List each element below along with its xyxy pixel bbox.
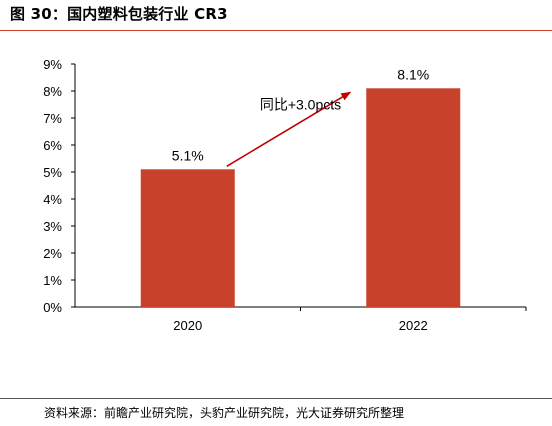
- title-rule: [0, 30, 552, 31]
- y-tick-label: 4%: [43, 192, 62, 207]
- bar: [366, 88, 461, 307]
- source-note: 资料来源：前瞻产业研究院，头豹产业研究院，光大证券研究所整理: [44, 406, 405, 420]
- y-tick-label: 7%: [43, 111, 62, 126]
- growth-arrow: [226, 91, 352, 167]
- bar-chart: 0% 1% 2% 3% 4% 5% 6% 7% 8% 9% 2020 5.1% 2022 8.1% 同比…: [43, 57, 527, 333]
- source-rule: [0, 398, 552, 399]
- y-tick-label: 8%: [43, 84, 62, 99]
- data-label: 8.1%: [397, 66, 429, 82]
- growth-annotation: 同比+3.0pcts: [260, 96, 341, 112]
- x-tick-label: 2020: [173, 318, 202, 333]
- figure-title: 图 30：国内塑料包装行业 CR3: [10, 5, 228, 23]
- y-tick-label: 0%: [43, 300, 62, 315]
- x-tick-label: 2022: [399, 318, 428, 333]
- y-tick-label: 2%: [43, 246, 62, 261]
- bar: [140, 169, 235, 307]
- y-tick-label: 6%: [43, 138, 62, 153]
- y-tick-label: 9%: [43, 57, 62, 72]
- y-tick-label: 1%: [43, 273, 62, 288]
- y-tick-label: 3%: [43, 219, 62, 234]
- data-label: 5.1%: [172, 147, 204, 163]
- y-tick-label: 5%: [43, 165, 62, 180]
